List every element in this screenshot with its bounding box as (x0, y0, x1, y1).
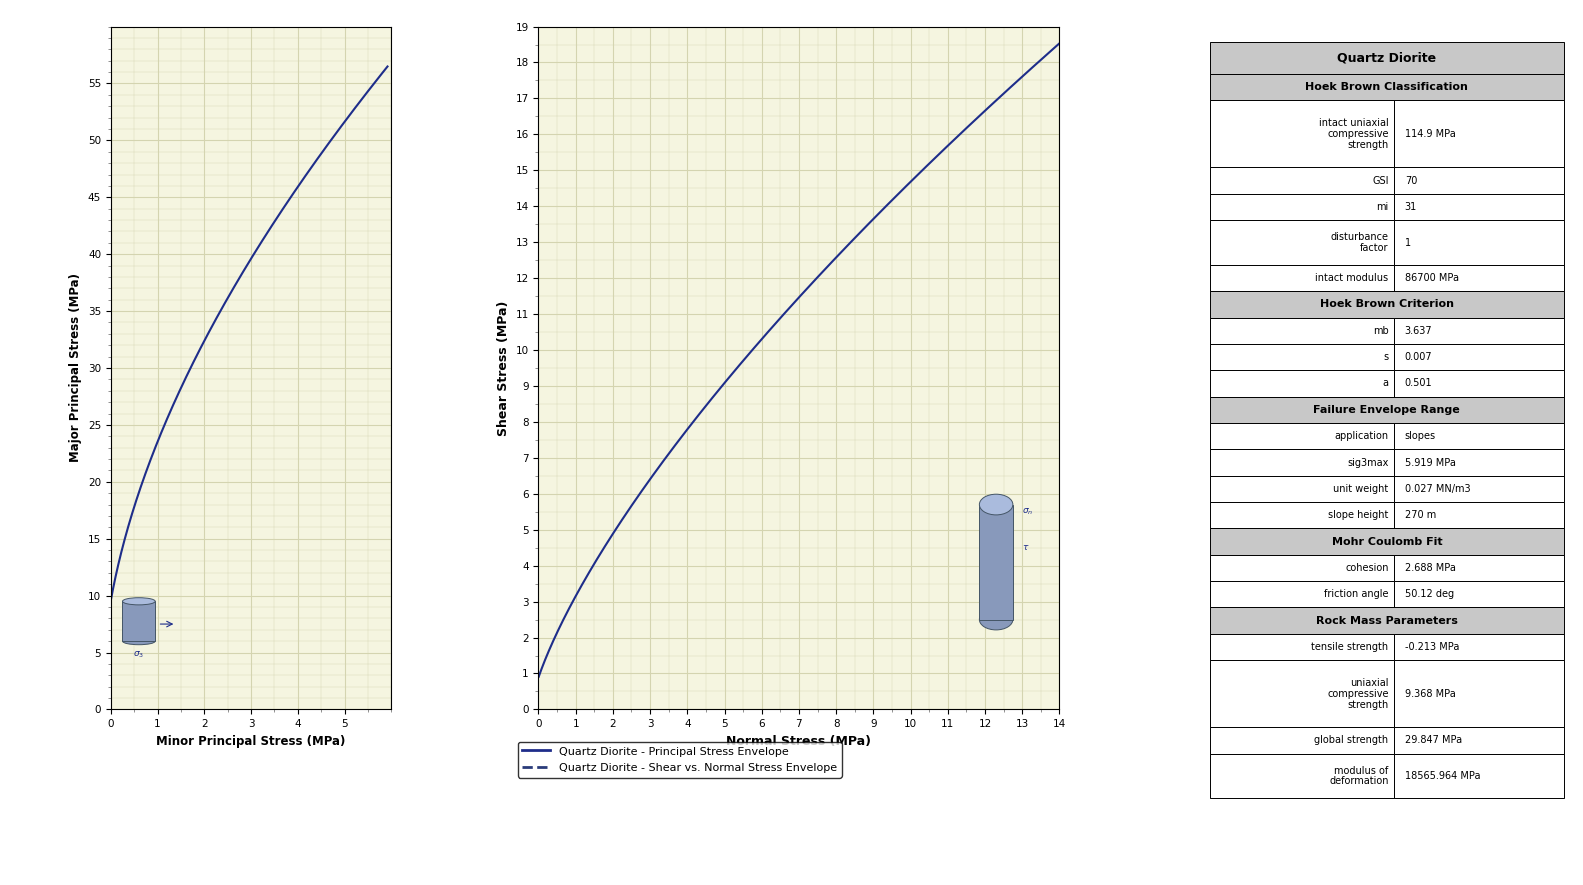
Bar (1209, 344, 1395, 370)
Bar (1209, 74, 1564, 100)
Text: Hoek Brown Classification: Hoek Brown Classification (1306, 82, 1469, 92)
Text: Quartz Diorite: Quartz Diorite (1338, 51, 1436, 65)
Text: a: a (1382, 379, 1388, 389)
Bar (1209, 370, 1395, 396)
Bar (1395, 502, 1564, 528)
Bar (1395, 100, 1564, 167)
Bar (1209, 607, 1564, 634)
Bar (1209, 754, 1395, 798)
Text: 86700 MPa: 86700 MPa (1404, 273, 1460, 283)
Text: 5.919 MPa: 5.919 MPa (1404, 458, 1456, 467)
Text: application: application (1334, 431, 1388, 442)
Bar (1395, 634, 1564, 660)
Bar (1209, 528, 1564, 555)
Bar (1395, 265, 1564, 291)
Bar (1395, 727, 1564, 754)
Text: Rock Mass Parameters: Rock Mass Parameters (1315, 616, 1458, 626)
Bar (980, 504, 1013, 619)
Text: 2.688 MPa: 2.688 MPa (1404, 563, 1456, 573)
Bar (1395, 476, 1564, 502)
Bar (1209, 396, 1564, 423)
Text: intact modulus: intact modulus (1315, 273, 1388, 283)
Text: 0.501: 0.501 (1404, 379, 1433, 389)
Bar (1395, 318, 1564, 344)
Text: disturbance
factor: disturbance factor (1331, 232, 1388, 253)
Bar (1209, 194, 1395, 220)
Bar (1395, 370, 1564, 396)
Bar (1209, 423, 1395, 450)
Bar (1209, 502, 1395, 528)
Text: 3.637: 3.637 (1404, 326, 1433, 335)
Bar (1395, 194, 1564, 220)
Text: GSI: GSI (1372, 175, 1388, 186)
Text: 0.007: 0.007 (1404, 352, 1433, 362)
Text: 50.12 deg: 50.12 deg (1404, 589, 1453, 599)
Text: global strength: global strength (1314, 735, 1388, 745)
Bar (1209, 100, 1395, 167)
X-axis label: Minor Principal Stress (MPa): Minor Principal Stress (MPa) (157, 735, 345, 748)
Bar (1209, 42, 1564, 74)
Text: sig3max: sig3max (1347, 458, 1388, 467)
Legend: Quartz Diorite - Principal Stress Envelope, Quartz Diorite - Shear vs. Normal St: Quartz Diorite - Principal Stress Envelo… (518, 742, 842, 778)
Text: 1: 1 (1404, 237, 1410, 248)
Text: -0.213 MPa: -0.213 MPa (1404, 642, 1460, 652)
Ellipse shape (980, 609, 1013, 630)
Bar (1395, 660, 1564, 727)
Bar (1395, 754, 1564, 798)
Text: slopes: slopes (1404, 431, 1436, 442)
Bar (1209, 727, 1395, 754)
Bar (1209, 634, 1395, 660)
Text: 70: 70 (1404, 175, 1417, 186)
Bar (1209, 265, 1395, 291)
Y-axis label: Major Principal Stress (MPa): Major Principal Stress (MPa) (70, 273, 82, 463)
Text: 0.027 MN/m3: 0.027 MN/m3 (1404, 484, 1471, 494)
Bar (1209, 581, 1395, 607)
Text: intact uniaxial
compressive
strength: intact uniaxial compressive strength (1319, 118, 1388, 150)
Bar (1395, 423, 1564, 450)
Ellipse shape (122, 597, 155, 604)
Text: mi: mi (1376, 202, 1388, 212)
Bar (1395, 220, 1564, 265)
Bar (1209, 555, 1395, 581)
Y-axis label: Shear Stress (MPa): Shear Stress (MPa) (497, 300, 510, 435)
Ellipse shape (980, 494, 1013, 515)
Text: uniaxial
compressive
strength: uniaxial compressive strength (1327, 678, 1388, 710)
Text: 9.368 MPa: 9.368 MPa (1404, 689, 1455, 699)
Bar (1209, 291, 1564, 318)
Text: friction angle: friction angle (1323, 589, 1388, 599)
Text: modulus of
deformation: modulus of deformation (1330, 766, 1388, 787)
Text: Failure Envelope Range: Failure Envelope Range (1314, 404, 1460, 415)
Ellipse shape (122, 637, 155, 644)
Text: 270 m: 270 m (1404, 511, 1436, 520)
Text: tensile strength: tensile strength (1311, 642, 1388, 652)
Text: 29.847 MPa: 29.847 MPa (1404, 735, 1461, 745)
Text: 18565.964 MPa: 18565.964 MPa (1404, 771, 1480, 781)
Text: slope height: slope height (1328, 511, 1388, 520)
Text: 31: 31 (1404, 202, 1417, 212)
Bar (1209, 476, 1395, 502)
Bar (1395, 344, 1564, 370)
Text: $\sigma_n$: $\sigma_n$ (1023, 506, 1034, 517)
Text: $\sigma_3$: $\sigma_3$ (133, 649, 144, 659)
Bar (1395, 167, 1564, 194)
Text: $\tau$: $\tau$ (1023, 543, 1029, 552)
Bar (1395, 450, 1564, 476)
Text: s: s (1384, 352, 1388, 362)
Text: cohesion: cohesion (1346, 563, 1388, 573)
Text: mb: mb (1372, 326, 1388, 335)
Text: Hoek Brown Criterion: Hoek Brown Criterion (1320, 299, 1453, 310)
Bar (1209, 220, 1395, 265)
Bar (1395, 581, 1564, 607)
Text: 114.9 MPa: 114.9 MPa (1404, 129, 1455, 139)
Bar (1209, 318, 1395, 344)
Text: Mohr Coulomb Fit: Mohr Coulomb Fit (1331, 536, 1442, 547)
X-axis label: Normal Stress (MPa): Normal Stress (MPa) (727, 735, 871, 748)
Text: unit weight: unit weight (1333, 484, 1388, 494)
Bar (122, 601, 155, 641)
Bar (1209, 660, 1395, 727)
Bar (1209, 167, 1395, 194)
Bar (1395, 555, 1564, 581)
Bar (1209, 450, 1395, 476)
